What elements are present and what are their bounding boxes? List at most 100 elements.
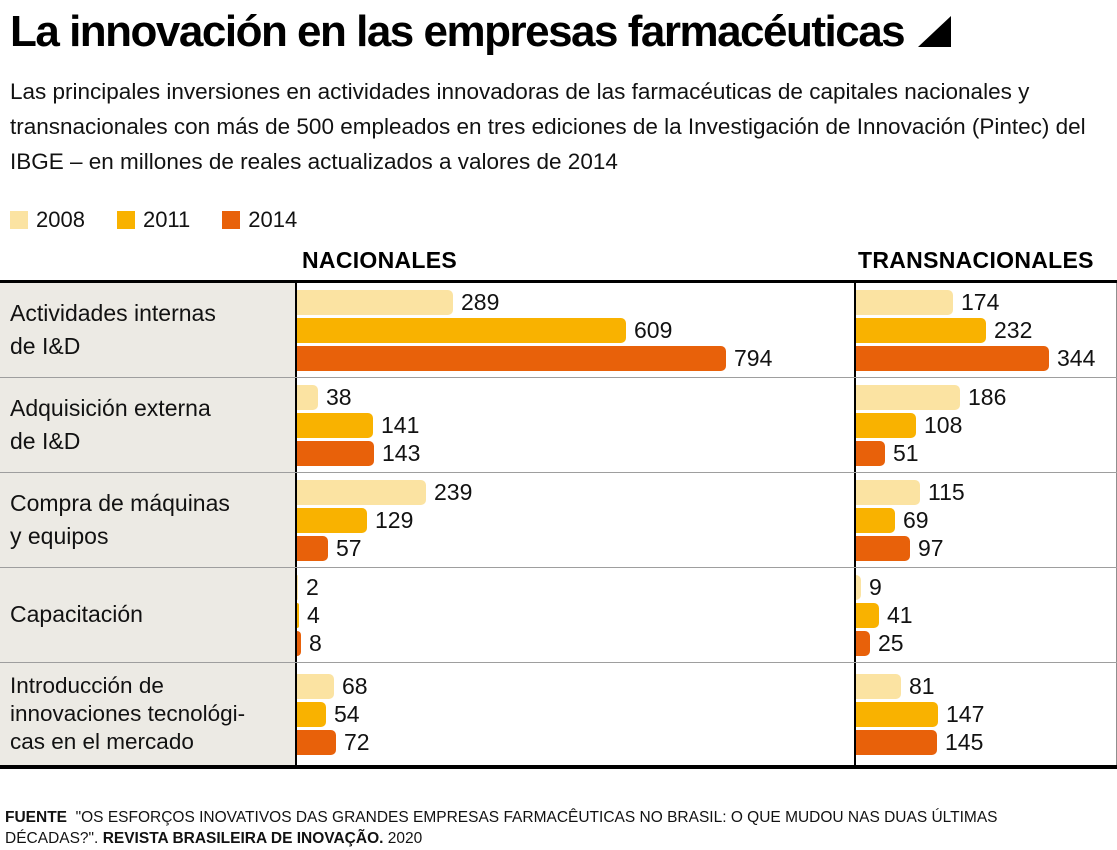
category-label-line: Introducción de [10,673,164,698]
bars-cell-nacionales: 239 129 57 [297,473,856,567]
bar-2014 [856,630,870,656]
bar-value: 4 [307,601,320,628]
category-label: Capacitación [0,568,297,662]
bar-value: 9 [869,573,882,600]
bar-line: 232 [856,317,1116,343]
bar-line: 38 [297,383,854,410]
bar-2011 [297,602,299,628]
table-row: Adquisición externa de I&D 38 141 143 186 108 5… [0,378,1117,473]
bars-cell-transnacionales: 9 41 25 [856,568,1117,662]
bar-value: 97 [918,534,944,561]
category-label-line: y equipos [10,523,109,549]
bar-value: 141 [381,411,420,438]
column-header-nacionales: NACIONALES [302,247,458,273]
legend-swatch-2011 [116,211,135,229]
bar-value: 147 [946,700,985,727]
bar-line: 25 [856,629,1116,656]
legend-label: 2014 [248,207,298,232]
bars-cell-transnacionales: 186 108 51 [856,378,1117,472]
bar-line: 239 [297,479,854,505]
bar-2008 [297,479,426,505]
bar-line: 8 [297,629,854,656]
bar-2011 [856,317,986,343]
bar-line: 145 [856,728,1116,755]
bar-line: 54 [297,700,854,727]
category-label-line: de I&D [10,333,81,359]
bar-2008 [856,384,960,410]
bar-line: 41 [856,602,1116,628]
legend-swatch-2008 [10,211,28,229]
category-label-line: Capacitación [10,601,143,628]
bar-value: 57 [336,534,362,561]
bar-value: 68 [342,672,368,699]
bar-value: 186 [968,383,1007,410]
bar-value: 81 [909,672,935,699]
category-label-line: innovaciones tecnológi- [10,701,246,726]
table-row: Introducción de innovaciones tecnológi-ca… [0,663,1117,765]
bar-line: 51 [856,439,1116,466]
bar-value: 174 [961,288,1000,315]
bar-line: 2 [297,573,854,600]
bar-line: 108 [856,411,1116,438]
table-row: Actividades internas de I&D 289 609 794 174 23… [0,283,1117,378]
bar-value: 8 [309,629,322,656]
bar-2011 [856,507,895,533]
bars-cell-nacionales: 68 54 72 [297,663,856,765]
page-title: La innovación en las empresas farmacéuti… [10,7,906,56]
table-row: Capacitación 2 4 8 9 41 25 [0,568,1117,663]
bar-line: 143 [297,439,854,466]
category-label-line: Compra de máquinas [10,489,230,516]
bar-value: 344 [1057,344,1096,371]
chart-table: Actividades internas de I&D 289 609 794 174 23… [0,280,1117,769]
bars-cell-nacionales: 38 141 143 [297,378,856,472]
column-headers: NACIONALES TRANSNACIONALES [0,247,1117,280]
bars-cell-nacionales: 289 609 794 [297,283,856,377]
bar-line: 344 [856,344,1116,371]
bar-value: 2 [306,573,319,600]
bar-value: 38 [326,383,352,410]
bar-value: 145 [945,728,984,755]
bar-value: 143 [382,439,421,466]
bar-2008 [856,574,861,600]
chart-subtitle: Las principales inversiones en actividad… [10,79,1086,174]
bar-line: 289 [297,288,854,315]
bar-line: 69 [856,506,1116,533]
bar-2014 [297,345,726,371]
bar-value: 54 [334,700,360,727]
bar-value: 794 [734,344,773,371]
category-label-line: Adquisición externa [10,394,211,421]
bar-line: 4 [297,601,854,628]
bar-2011 [297,412,373,438]
bar-2011 [856,412,916,438]
legend: 2008 2011 2014 [10,207,1107,233]
bar-2008 [856,289,953,315]
bar-value: 51 [893,439,919,466]
source-journal: REVISTA BRASILEIRA DE INOVAÇÃO. [102,830,384,847]
bar-2014 [856,535,910,561]
bar-line: 141 [297,411,854,438]
category-label: Introducción de innovaciones tecnológi-ca… [0,663,297,765]
bar-2014 [856,729,937,755]
title-triangle-icon [918,16,952,47]
category-label: Compra de máquinas y equipos [0,473,297,567]
bar-2011 [297,701,326,727]
bar-2011 [856,701,938,727]
legend-swatch-2014 [222,211,241,229]
legend-label: 2008 [36,207,85,232]
bar-line: 57 [297,534,854,561]
bar-value: 289 [461,288,500,315]
bar-line: 186 [856,383,1116,410]
category-label: Actividades internas de I&D [0,283,297,377]
bar-2011 [297,507,367,533]
bar-value: 25 [878,629,904,656]
bar-line: 794 [297,344,854,371]
bar-line: 147 [856,700,1116,727]
bar-value: 108 [924,411,963,438]
bar-2008 [297,574,298,600]
legend-label: 2011 [142,207,191,232]
bar-2008 [856,673,901,699]
bar-value: 69 [903,506,929,533]
bar-2008 [856,479,920,505]
bar-2008 [297,384,318,410]
